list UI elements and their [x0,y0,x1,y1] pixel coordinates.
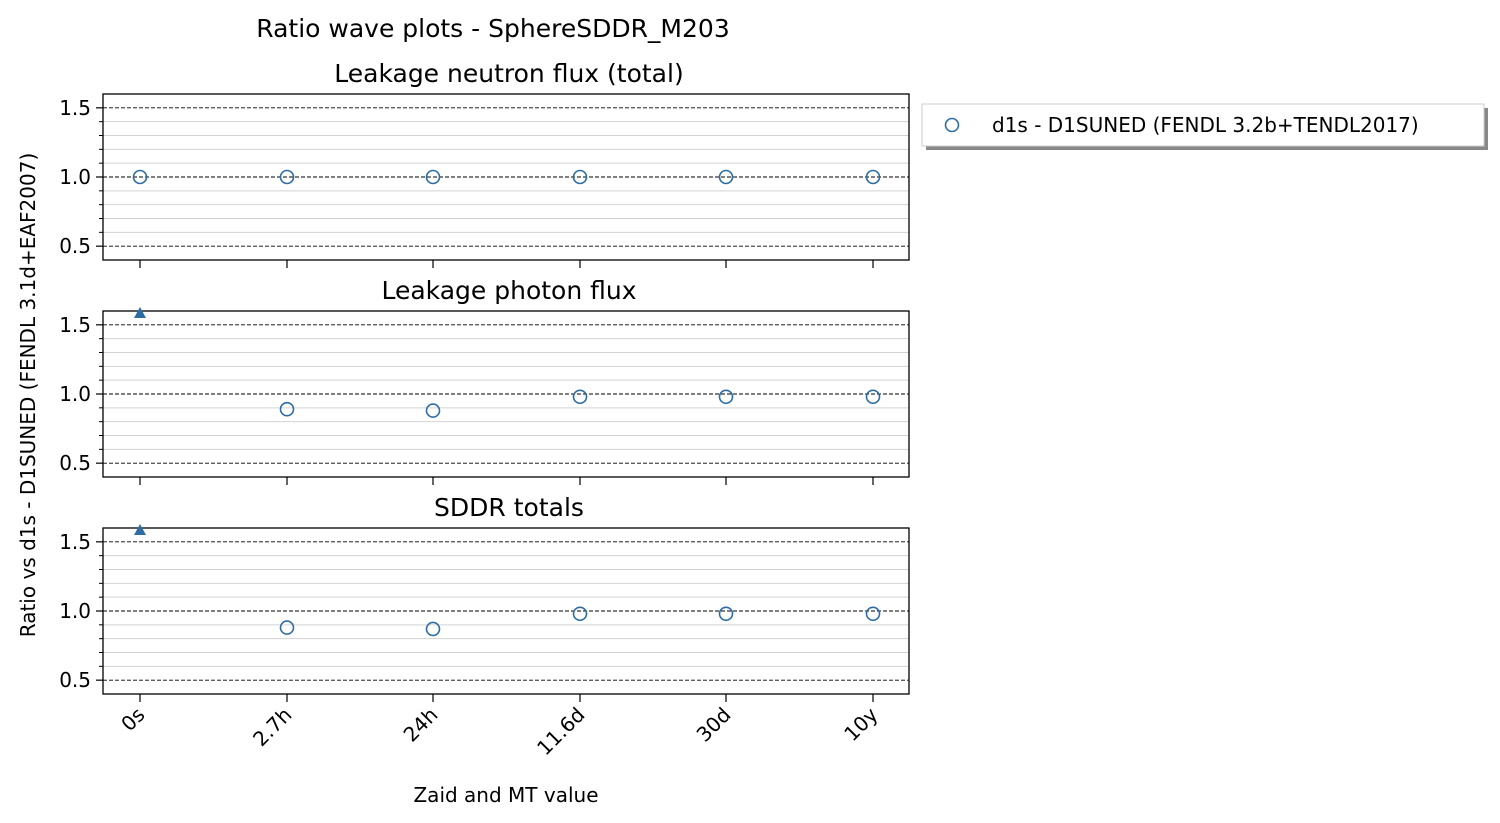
y-tick-label: 0.5 [59,668,91,692]
figure-suptitle: Ratio wave plots - SphereSDDR_M203 [256,14,729,43]
data-point [572,169,588,185]
subplot-1: 0.5 1.0 1.5 Leakage neutron flux (total) [59,59,910,268]
y-tick-label: 1.0 [59,165,91,189]
data-point [132,169,148,185]
data-point [425,169,441,185]
out-of-range-marker [134,524,146,535]
data-point [572,389,588,405]
y-tick-label: 1.5 [59,313,91,337]
data-point [279,620,295,635]
subplot-title: SDDR totals [434,493,584,522]
axes-frame [102,93,910,261]
y-axis-label: Ratio vs d1s - D1SUNED (FENDL 3.1d+EAF20… [16,153,40,638]
data-point [425,621,441,637]
legend-frame [921,103,1485,147]
data-point [718,606,734,622]
data-point [865,389,881,405]
y-tick-label: 1.0 [59,599,91,623]
data-point [865,169,881,185]
data-point [572,606,588,622]
x-tick-label: 10y [839,702,882,745]
data-point [425,403,441,418]
subplot-title: Leakage neutron flux (total) [334,59,683,88]
legend: d1s - D1SUNED (FENDL 3.2b+TENDL2017) [921,103,1488,150]
data-point [718,169,734,185]
out-of-range-marker [134,307,146,318]
x-axis-label: Zaid and MT value [413,783,598,807]
data-point [279,401,295,417]
x-tick-label: 30d [692,703,736,747]
subplot-2: 0.5 1.0 1.5 Leakage photon flux [59,276,910,485]
x-tick-label: 0s [116,703,149,736]
axes-frame [102,310,910,478]
y-tick-label: 0.5 [59,451,91,475]
y-tick-label: 0.5 [59,234,91,258]
subplot-3: 0.5 1.0 1.5 SDDR totals [59,493,910,702]
x-tick-label: 11.6d [532,703,589,760]
x-tick-label: 24h [399,703,443,747]
data-point [865,606,881,622]
y-tick-label: 1.5 [59,530,91,554]
legend-label: d1s - D1SUNED (FENDL 3.2b+TENDL2017) [992,113,1419,137]
x-tick-label: 2.7h [248,703,296,751]
y-tick-label: 1.5 [59,96,91,120]
y-tick-label: 1.0 [59,382,91,406]
data-point [279,169,295,185]
data-point [718,389,734,405]
subplot-title: Leakage photon flux [381,276,636,305]
legend-marker-open-circle [944,117,960,133]
axes-frame [102,527,910,695]
